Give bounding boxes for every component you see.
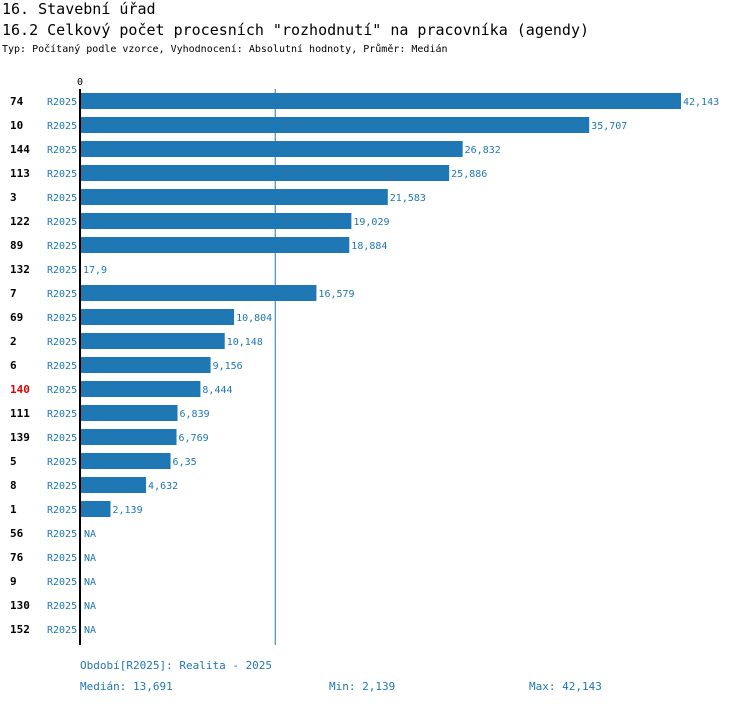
series-label: R2025 [47, 169, 77, 180]
category-label: 3 [10, 191, 17, 204]
series-label: R2025 [47, 481, 77, 492]
bar [80, 357, 211, 373]
series-label: R2025 [47, 313, 77, 324]
category-label: 152 [10, 623, 30, 636]
bar [80, 501, 111, 517]
data-label-na: NA [84, 553, 96, 564]
category-label: 5 [10, 455, 17, 468]
data-label: 42,143 [683, 97, 719, 108]
bar [80, 429, 177, 445]
category-label: 132 [10, 263, 30, 276]
data-label: 26,832 [465, 145, 501, 156]
category-label: 74 [10, 95, 24, 108]
series-label: R2025 [47, 265, 77, 276]
footer-max: Max: 42,143 [529, 680, 602, 693]
data-label: 10,148 [227, 337, 263, 348]
data-label: 25,886 [451, 169, 487, 180]
data-label: 6,769 [179, 433, 209, 444]
chart-title: 16.2 Celkový počet procesních "rozhodnut… [2, 21, 589, 39]
series-label: R2025 [47, 193, 77, 204]
data-label: 8,444 [202, 385, 232, 396]
series-label: R2025 [47, 97, 77, 108]
category-label: 8 [10, 479, 17, 492]
data-label: 6,839 [180, 409, 210, 420]
data-label: 4,632 [148, 481, 178, 492]
category-label: 139 [10, 431, 30, 444]
data-label: 19,029 [353, 217, 389, 228]
bar [80, 309, 235, 325]
category-label: 113 [10, 167, 30, 180]
bar [80, 237, 350, 253]
data-label: 6,35 [173, 457, 197, 468]
series-label: R2025 [47, 625, 77, 636]
data-label-na: NA [84, 601, 96, 612]
data-label: 16,579 [318, 289, 354, 300]
bar [80, 477, 147, 493]
series-label: R2025 [47, 337, 77, 348]
series-label: R2025 [47, 553, 77, 564]
series-label: R2025 [47, 289, 77, 300]
series-label: R2025 [47, 577, 77, 588]
bar [80, 165, 450, 181]
series-label: R2025 [47, 385, 77, 396]
series-label: R2025 [47, 145, 77, 156]
bar [80, 405, 178, 421]
bar [80, 333, 225, 349]
footer-min: Min: 2,139 [329, 680, 396, 693]
category-label: 111 [10, 407, 30, 420]
chart-meta: Typ: Počítaný podle vzorce, Vyhodnocení:… [2, 44, 448, 55]
category-label: 122 [10, 215, 30, 228]
data-label: 2,139 [113, 505, 143, 516]
series-label: R2025 [47, 457, 77, 468]
data-label: 18,884 [351, 241, 387, 252]
data-label-na: NA [84, 529, 96, 540]
data-label: 10,804 [236, 313, 272, 324]
series-label: R2025 [47, 121, 77, 132]
series-label: R2025 [47, 433, 77, 444]
footer-median: Medián: 13,691 [80, 680, 173, 693]
series-label: R2025 [47, 505, 77, 516]
category-label: 6 [10, 359, 17, 372]
category-label: 140 [10, 383, 30, 396]
bar [80, 141, 463, 157]
data-label: 21,583 [390, 193, 426, 204]
series-label: R2025 [47, 361, 77, 372]
series-label: R2025 [47, 529, 77, 540]
bar [80, 213, 352, 229]
bar [80, 117, 590, 133]
series-label: R2025 [47, 409, 77, 420]
series-label: R2025 [47, 241, 77, 252]
category-label: 1 [10, 503, 17, 516]
category-label: 2 [10, 335, 17, 348]
bar [80, 381, 201, 397]
axis-zero-label: 0 [77, 77, 83, 88]
category-label: 10 [10, 119, 23, 132]
category-label: 9 [10, 575, 17, 588]
category-label: 144 [10, 143, 30, 156]
data-label-na: NA [84, 577, 96, 588]
series-label: R2025 [47, 217, 77, 228]
data-label: 9,156 [213, 361, 243, 372]
data-label-na: NA [84, 625, 96, 636]
category-label: 69 [10, 311, 23, 324]
footer-period: Období[R2025]: Realita - 2025 [80, 659, 273, 672]
category-label: 76 [10, 551, 24, 564]
bar [80, 285, 317, 301]
data-label: 17,9 [83, 265, 107, 276]
category-label: 130 [10, 599, 30, 612]
data-label: 35,707 [591, 121, 627, 132]
bar [80, 453, 171, 469]
page-title: 16. Stavební úřad [2, 0, 156, 18]
bar [80, 189, 388, 205]
bar [80, 93, 681, 109]
category-label: 89 [10, 239, 23, 252]
category-label: 56 [10, 527, 24, 540]
category-label: 7 [10, 287, 17, 300]
series-label: R2025 [47, 601, 77, 612]
